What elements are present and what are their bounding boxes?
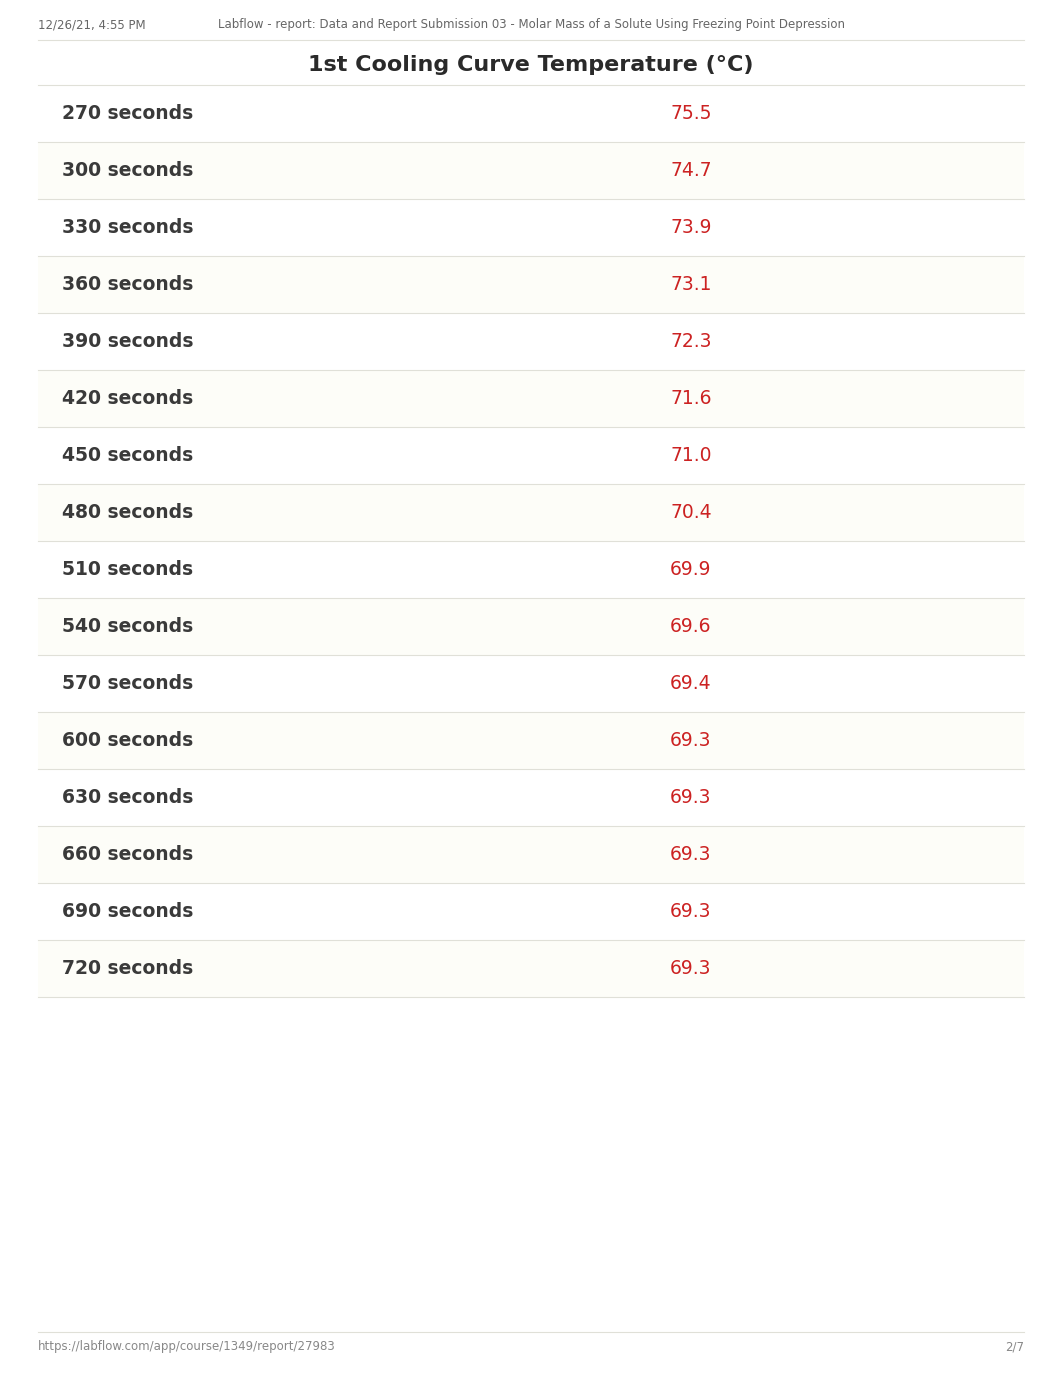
Text: 420 seconds: 420 seconds (62, 389, 193, 409)
Text: 73.1: 73.1 (670, 275, 712, 294)
Text: 72.3: 72.3 (670, 332, 712, 351)
Bar (38, 940, 1024, 998)
Text: 330 seconds: 330 seconds (62, 217, 193, 237)
Text: 69.9: 69.9 (670, 560, 712, 579)
Text: 69.6: 69.6 (670, 616, 712, 636)
Bar (38, 599, 1024, 655)
Bar (38, 427, 1024, 484)
Text: 390 seconds: 390 seconds (62, 332, 193, 351)
Bar (38, 826, 1024, 883)
Text: 450 seconds: 450 seconds (62, 446, 193, 465)
Bar (38, 883, 1024, 940)
Text: 600 seconds: 600 seconds (62, 731, 193, 750)
Bar (38, 312, 1024, 370)
Text: 74.7: 74.7 (670, 161, 712, 180)
Bar (38, 256, 1024, 312)
Text: 360 seconds: 360 seconds (62, 275, 193, 294)
Bar (38, 484, 1024, 541)
Bar (38, 769, 1024, 826)
Text: 69.3: 69.3 (670, 959, 712, 978)
Bar (38, 85, 1024, 142)
Text: 570 seconds: 570 seconds (62, 674, 193, 694)
Text: 69.3: 69.3 (670, 903, 712, 921)
Text: 1st Cooling Curve Temperature (°C): 1st Cooling Curve Temperature (°C) (308, 55, 754, 76)
Bar (38, 655, 1024, 711)
Text: 540 seconds: 540 seconds (62, 616, 193, 636)
Bar (38, 200, 1024, 256)
Text: 300 seconds: 300 seconds (62, 161, 193, 180)
Text: 71.0: 71.0 (670, 446, 712, 465)
Text: 480 seconds: 480 seconds (62, 504, 193, 522)
Text: 75.5: 75.5 (670, 105, 712, 122)
Text: Labflow - report: Data and Report Submission 03 - Molar Mass of a Solute Using F: Labflow - report: Data and Report Submis… (218, 18, 844, 32)
Text: 69.3: 69.3 (670, 845, 712, 864)
Text: 270 seconds: 270 seconds (62, 105, 193, 122)
Text: 510 seconds: 510 seconds (62, 560, 193, 579)
Bar (38, 142, 1024, 200)
Text: https://labflow.com/app/course/1349/report/27983: https://labflow.com/app/course/1349/repo… (38, 1340, 336, 1353)
Text: 720 seconds: 720 seconds (62, 959, 193, 978)
Text: 69.4: 69.4 (670, 674, 712, 694)
Text: 70.4: 70.4 (670, 504, 712, 522)
Text: 69.3: 69.3 (670, 731, 712, 750)
Bar (38, 711, 1024, 769)
Text: 630 seconds: 630 seconds (62, 788, 193, 806)
Text: 660 seconds: 660 seconds (62, 845, 193, 864)
Text: 690 seconds: 690 seconds (62, 903, 193, 921)
Text: 73.9: 73.9 (670, 217, 712, 237)
Bar (38, 370, 1024, 427)
Text: 12/26/21, 4:55 PM: 12/26/21, 4:55 PM (38, 18, 145, 32)
Bar (38, 541, 1024, 599)
Text: 71.6: 71.6 (670, 389, 712, 409)
Text: 69.3: 69.3 (670, 788, 712, 806)
Text: 2/7: 2/7 (1005, 1340, 1024, 1353)
